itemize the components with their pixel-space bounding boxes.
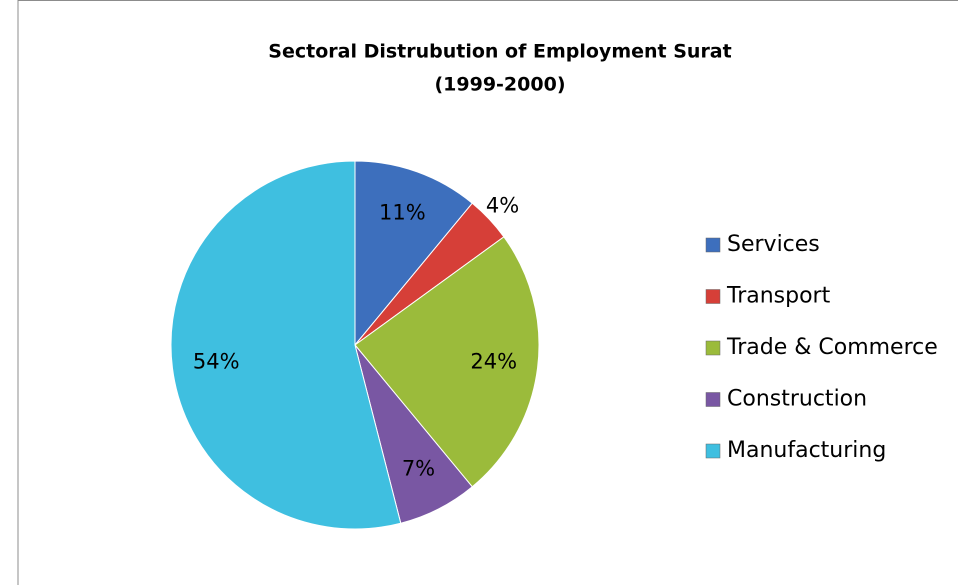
pie-slice [354,236,540,488]
legend-swatch [705,237,721,253]
data-label: 4% [486,193,519,217]
legend-label: Construction [727,387,867,412]
pie-slice [354,160,473,347]
data-label: 24% [470,350,517,374]
pie-slice [170,160,402,530]
chart-subtitle: (1999-2000) [434,74,565,96]
legend-label: Trade & Commerce [726,335,938,360]
legend-label: Manufacturing [727,438,886,463]
legend-swatch [705,392,721,407]
legend-swatch [705,340,721,356]
data-label: 7% [402,457,435,481]
legend-swatch [705,443,721,459]
data-label: 11% [379,200,426,224]
chart-title: Sectoral Distrubution of Employment Sura… [268,41,731,63]
legend-label: Transport [726,284,831,309]
legend-label: Services [727,232,820,257]
legend-swatch [705,289,721,304]
data-label: 54% [193,350,240,374]
